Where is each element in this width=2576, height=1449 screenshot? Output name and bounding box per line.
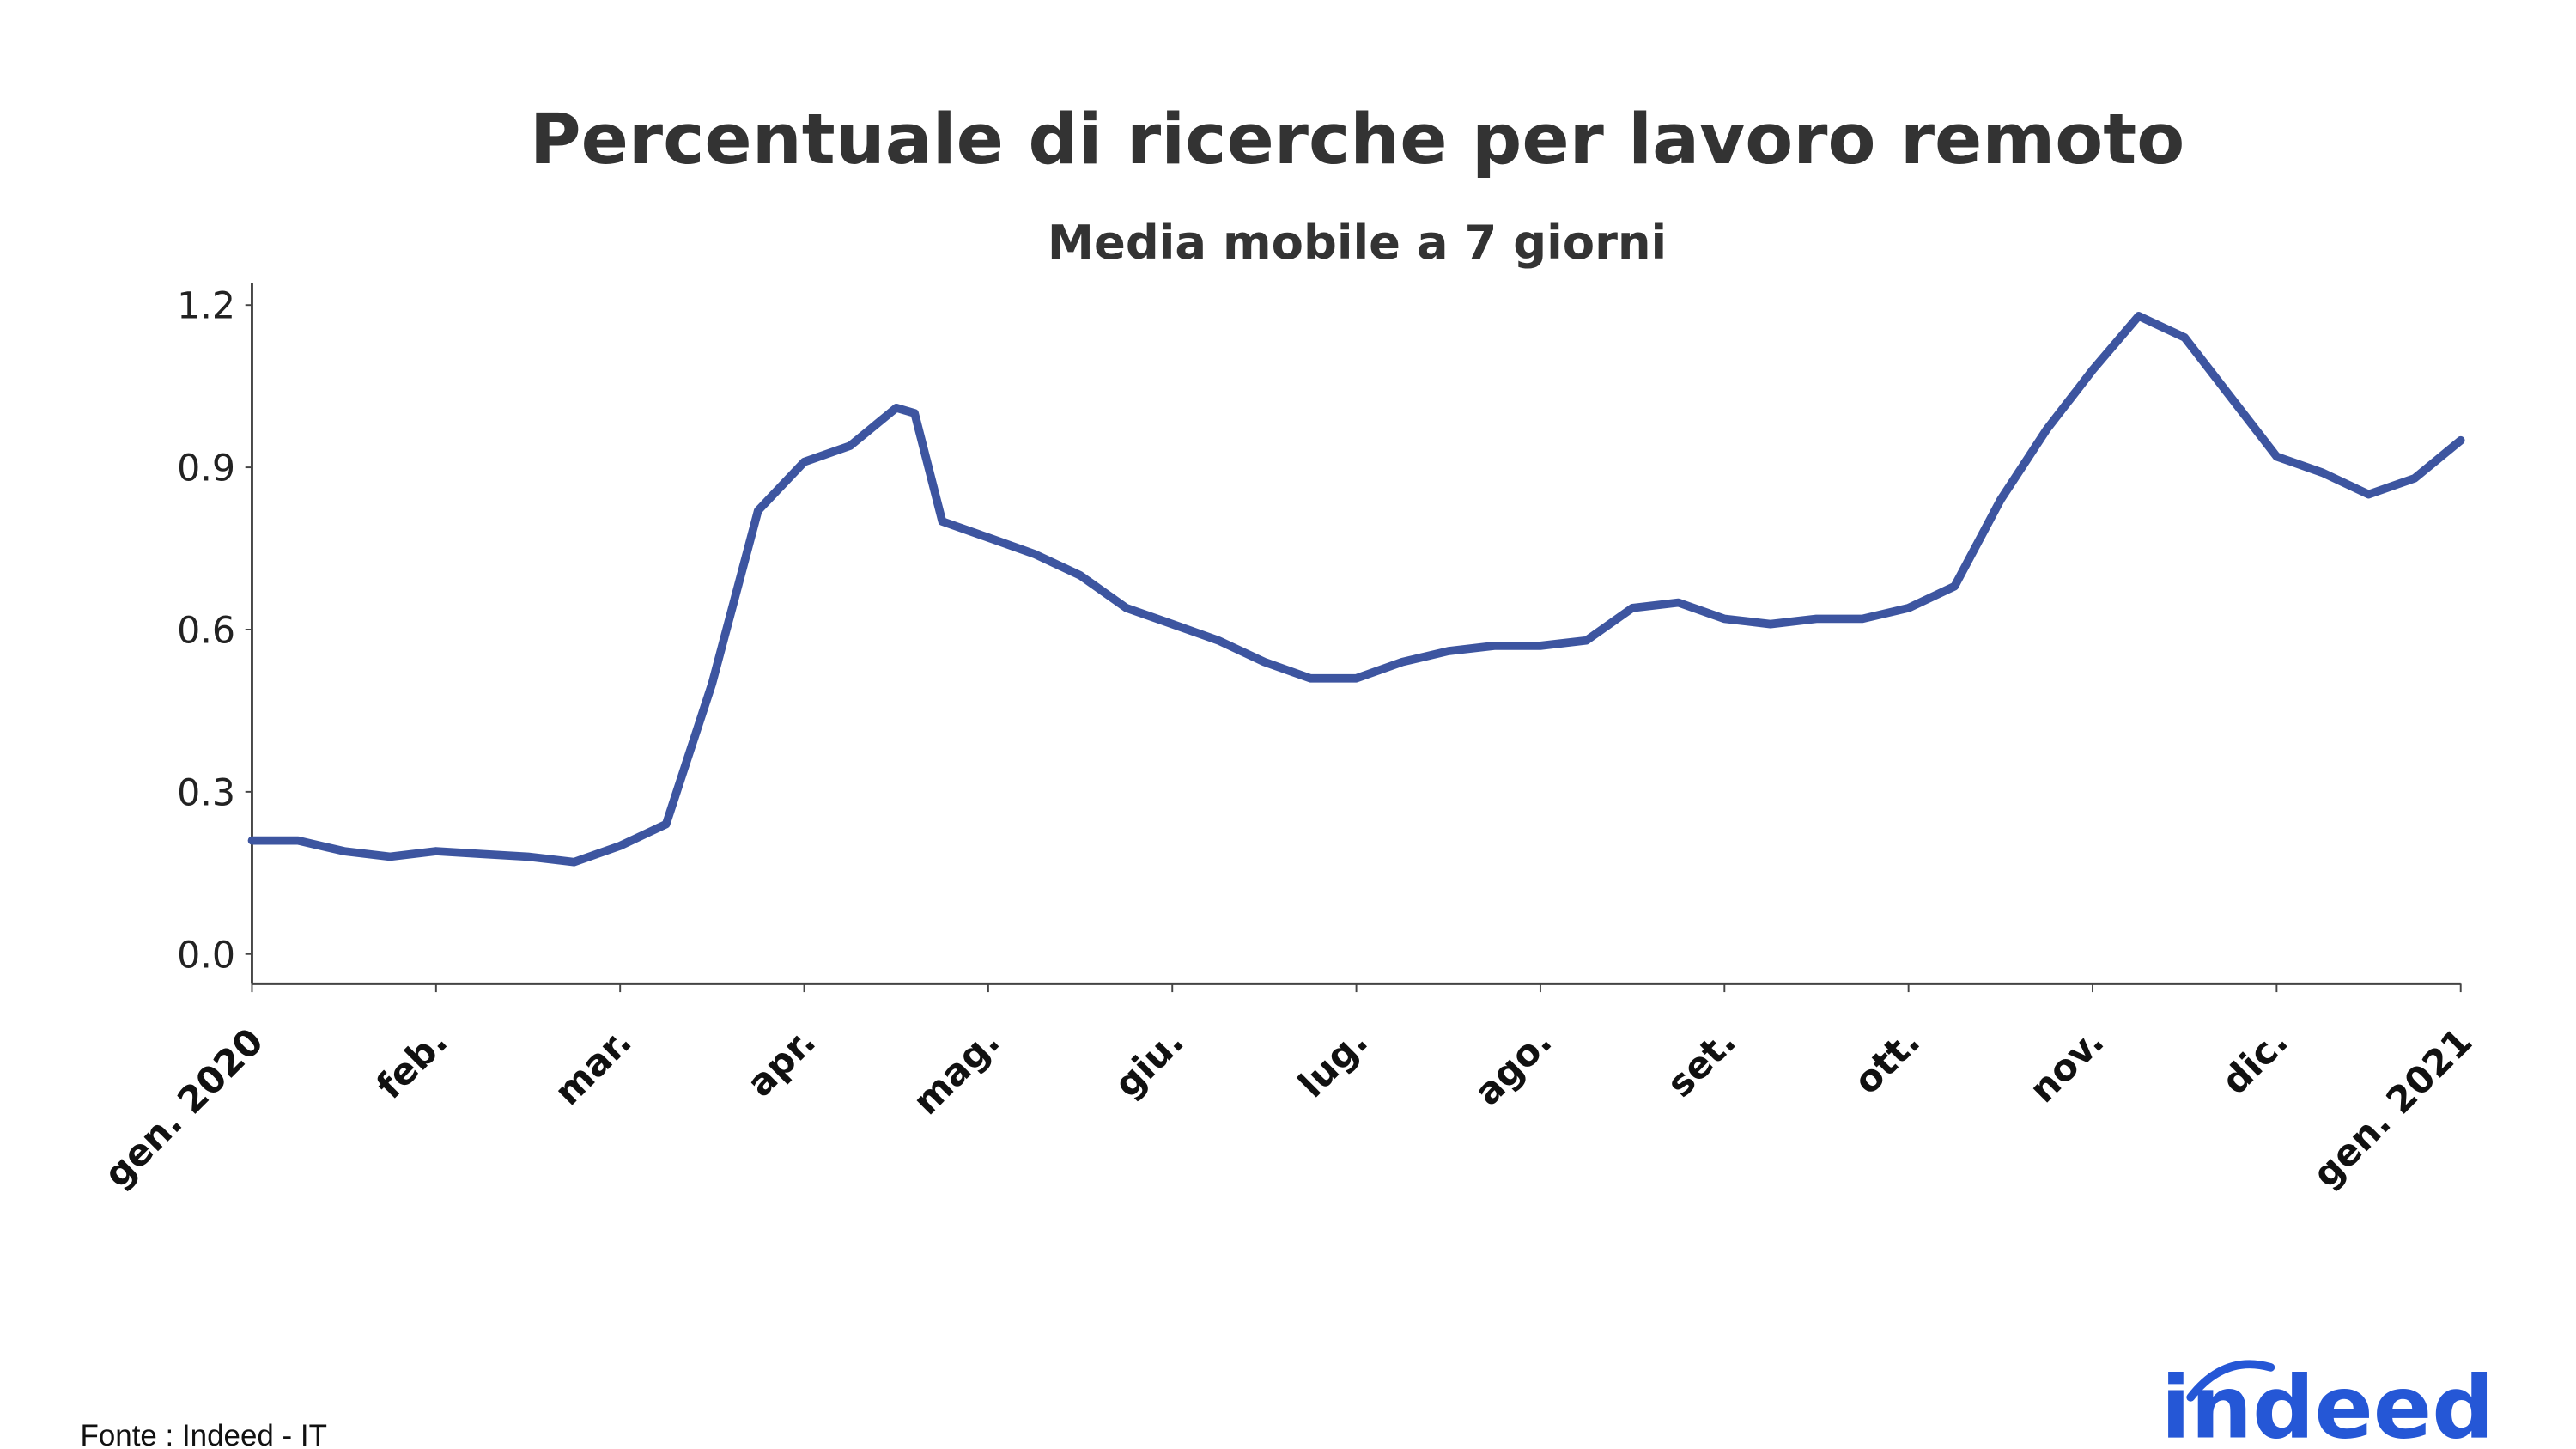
x-tick-label: mag. [905,1020,1008,1123]
y-tick-label: 0.9 [177,447,235,490]
logo-arc [2186,1360,2275,1402]
x-tick-label: lug. [1291,1020,1376,1106]
y-tick-label: 0.0 [177,934,235,977]
x-tick-label: dic. [2214,1020,2297,1104]
x-tick-label: giu. [1106,1020,1192,1106]
x-tick-label: gen. 2021 [2305,1020,2481,1196]
logo: indeed [2161,1356,2494,1449]
source-note: Fonte : Indeed - IT [81,1419,327,1449]
x-tick-label: mar. [546,1020,640,1114]
x-tick-label: apr. [738,1020,823,1105]
chart-subtitle: Media mobile a 7 giorni [1048,216,1667,270]
x-tick-label: ott. [1846,1020,1929,1103]
y-tick-label: 0.3 [177,771,235,814]
x-tick-label: gen. 2020 [96,1020,272,1196]
x-tick-label: ago. [1467,1020,1561,1115]
data-line [247,312,2465,867]
y-tick-label: 1.2 [177,285,235,328]
y-tick-label: 0.6 [177,610,235,653]
chart-title: Percentuale di ricerche per lavoro remot… [530,99,2184,180]
x-tick-label: set. [1659,1020,1745,1106]
x-tick-label: nov. [2021,1020,2112,1111]
x-tick-label: feb. [368,1020,456,1108]
